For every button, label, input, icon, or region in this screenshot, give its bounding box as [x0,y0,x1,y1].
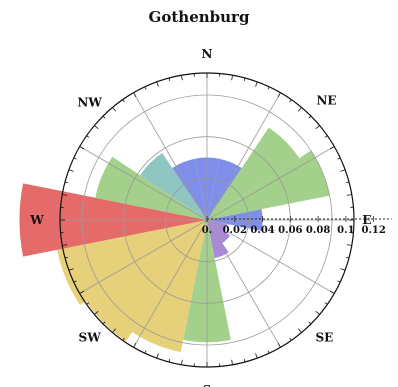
direction-label-w: W [29,213,44,227]
spoke-8 [79,219,208,294]
radial-tick-label-5: 0.1 [337,225,354,236]
direction-label-nw: NW [77,96,102,110]
sectors-layer [19,127,330,353]
frame-tick-305 [86,135,90,138]
frame-tick-245 [73,280,77,283]
radial-tick-label-1: 0.02 [223,225,247,236]
frame-tick-35 [289,99,292,103]
frame-tick-325 [122,99,125,103]
frame-tick-170 [231,359,233,365]
frame-tick-150 [277,342,281,348]
frame-tick-55 [324,135,328,138]
frame-tick-285 [64,181,69,184]
frame-tick-140 [297,328,302,333]
spoke-1 [206,92,281,221]
frame-tick-25 [267,86,270,90]
frame-tick-295 [73,157,77,160]
spoke-7 [133,219,208,348]
frame-tick-125 [324,302,328,305]
frame-tick-60 [329,146,335,150]
frame-tick-145 [289,337,292,341]
frame-tick-30 [277,92,281,98]
frame-tick-40 [297,107,302,112]
direction-label-ne: NE [316,93,336,107]
frame-tick-135 [308,321,312,325]
frame-tick-75 [345,181,350,184]
sector-14 [140,153,207,220]
frame-tick-190 [181,359,183,365]
radial-tick-label-4: 0.08 [306,225,330,236]
spoke-4 [206,219,335,294]
direction-label-s: S [203,383,212,387]
frame-tick-260 [62,244,68,246]
frame-tick-70 [340,169,346,172]
frame-tick-130 [315,310,320,315]
frame-tick-335 [144,86,147,90]
frame-tick-155 [267,350,270,354]
frame-tick-350 [181,75,183,81]
frame-tick-290 [68,169,74,172]
frame-tick-205 [144,350,147,354]
frame-tick-315 [102,115,106,119]
frame-tick-195 [168,358,171,363]
direction-label-n: N [202,47,213,61]
radial-tick-label-0: 0. [202,225,212,236]
frame-tick-50 [315,125,320,130]
frame-tick-215 [122,337,125,341]
frame-tick-225 [102,321,106,325]
sector-2 [207,127,300,220]
frame-tick-230 [94,310,99,315]
frame-tick-165 [243,358,246,363]
frame-tick-200 [156,353,159,359]
radial-tick-label-2: 0.04 [250,225,274,236]
frame-tick-10 [231,75,233,81]
frame-tick-15 [243,77,246,82]
frame-tick-330 [133,92,137,98]
frame-tick-210 [133,342,137,348]
frame-tick-280 [62,194,68,196]
frame-tick-240 [79,290,85,294]
labels-layer: 0. 0.020.04 0.06 0.08 0.1 0.12 N NE E SE S SW W NW [29,47,386,387]
frame-tick-320 [112,107,117,112]
sector-6 [207,220,231,244]
frame-tick-300 [79,146,85,150]
radial-tick-label-6: 0.12 [361,225,385,236]
frame-tick-105 [345,256,350,259]
frame-tick-115 [337,280,341,283]
frame-tick-340 [156,81,159,87]
sector-10 [85,220,207,342]
frame-tick-20 [255,81,258,87]
grid-layer [59,72,392,368]
radial-tick-label-3: 0.06 [278,225,302,236]
frame-tick-310 [94,125,99,130]
spoke-10 [79,146,208,221]
frame-tick-250 [68,268,74,271]
frame-tick-255 [64,256,69,259]
spoke-2 [206,146,335,221]
frame-tick-160 [255,353,258,359]
spoke-5 [206,219,281,348]
chart-title: Gothenburg [148,8,250,26]
direction-label-se: SE [315,330,333,344]
frame-tick-45 [308,115,312,119]
spoke-11 [133,92,208,221]
frame-tick-100 [346,244,352,246]
frame-tick-345 [168,77,171,82]
frame-tick-65 [337,157,341,160]
frame-tick-235 [86,302,90,305]
frame-tick-80 [346,194,352,196]
frame-tick-120 [329,290,335,294]
direction-label-e: E [362,213,371,227]
frame-tick-220 [112,328,117,333]
frame-tick-110 [340,268,346,271]
direction-label-sw: SW [79,330,102,344]
